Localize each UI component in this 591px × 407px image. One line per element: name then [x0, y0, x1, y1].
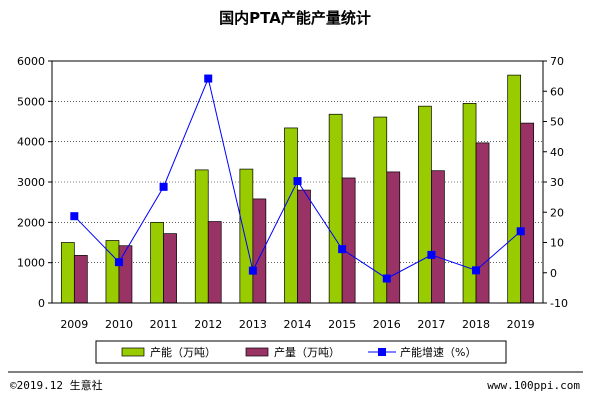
legend-label: 产能（万吨） [150, 345, 216, 359]
x-axis-tick-label: 2011 [150, 318, 178, 331]
bar-capacity [194, 169, 209, 304]
right-axis-tick-label: 10 [550, 237, 564, 250]
growth-point [472, 266, 481, 275]
footer-copyright: ©2019.12 生意社 [10, 378, 103, 392]
x-axis-tick-label: 2013 [239, 318, 267, 331]
bar-capacity [60, 242, 75, 304]
growth-point [114, 258, 123, 267]
legend-box [95, 340, 507, 364]
right-axis-tick-label: 40 [550, 146, 564, 159]
bar-output [118, 245, 133, 304]
right-axis-tick-label: 20 [550, 206, 564, 219]
bar-output [431, 170, 445, 304]
chart-title: 国内PTA产能产量统计 [219, 9, 371, 27]
left-axis-tick-label: 2000 [17, 216, 45, 229]
growth-point [70, 212, 79, 221]
x-axis-tick-label: 2015 [328, 318, 356, 331]
bar-output [163, 233, 177, 304]
bar-capacity [328, 113, 343, 304]
left-axis-tick-label: 0 [38, 297, 45, 310]
growth-point [427, 250, 436, 259]
bar-capacity [105, 240, 120, 304]
growth-point [516, 227, 525, 236]
bar-output [341, 177, 356, 304]
legend-swatch [245, 347, 269, 357]
line-series [70, 74, 525, 283]
bar-output [475, 142, 490, 304]
growth-point [338, 245, 347, 254]
bar-output [386, 171, 401, 304]
legend-label: 产量（万吨） [274, 345, 340, 359]
x-axis-tick-label: 2018 [462, 318, 490, 331]
x-axis-tick-label: 2014 [284, 318, 312, 331]
left-axis-tick-label: 4000 [17, 136, 45, 149]
bar-capacity [239, 168, 254, 304]
bar-capacity [418, 105, 432, 304]
growth-point [382, 274, 391, 283]
bar-output [207, 221, 222, 304]
right-axis-tick-label: 0 [550, 267, 557, 280]
left-axis-tick-label: 5000 [17, 95, 45, 108]
left-axis-tick-label: 6000 [17, 55, 45, 68]
right-axis-tick-label: 50 [550, 116, 564, 129]
right-axis-tick-label: 70 [550, 55, 564, 68]
bar-output [520, 122, 535, 304]
x-axis-tick-label: 2012 [194, 318, 222, 331]
bar-capacity [507, 74, 522, 304]
left-axis-tick-label: 1000 [17, 257, 45, 270]
x-axis-tick-label: 2016 [373, 318, 401, 331]
legend-marker [378, 348, 386, 356]
bar-output [252, 198, 267, 304]
bar-capacity [284, 127, 298, 304]
x-axis-tick-label: 2019 [507, 318, 535, 331]
bar-output [297, 189, 311, 304]
footer-website: www.100ppi.com [487, 379, 580, 392]
right-axis-tick-label: -10 [550, 297, 568, 310]
x-axis-tick-label: 2010 [105, 318, 133, 331]
growth-point [159, 182, 168, 191]
bar-output [73, 255, 88, 304]
growth-point [248, 266, 257, 275]
plot-frame [51, 60, 544, 304]
legend: 产能（万吨） 产量（万吨） 产能增速（%） [95, 340, 507, 364]
growth-point [204, 74, 213, 83]
x-axis-tick-label: 2017 [417, 318, 445, 331]
legend-swatch [121, 347, 145, 357]
left-axis-tick-label: 3000 [17, 176, 45, 189]
right-axis-tick-label: 60 [550, 85, 564, 98]
x-axis-tick-label: 2009 [60, 318, 88, 331]
bar-series [60, 74, 535, 304]
legend-label: 产能增速（%） [400, 345, 476, 359]
growth-point [293, 177, 302, 186]
right-axis-tick-label: 30 [550, 176, 564, 189]
bar-capacity [150, 221, 164, 304]
axes: 0 1000 2000 3000 4000 5000 6000 -10 0 10 20 30 40 50 6… [17, 55, 568, 331]
